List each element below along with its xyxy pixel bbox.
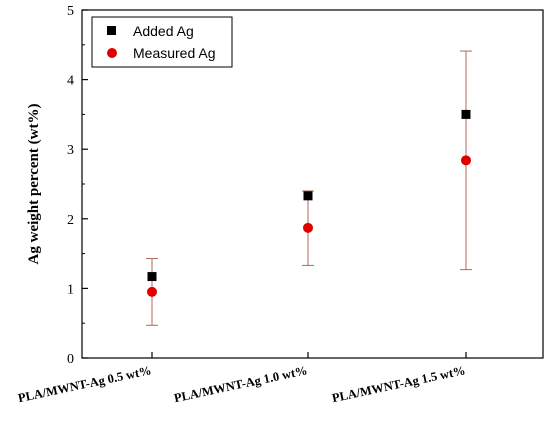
y-tick-label: 1 [67,282,74,297]
legend-box [91,16,233,68]
legend-label-measured-ag: Measured Ag [133,45,216,61]
y-tick-label: 3 [67,143,74,158]
x-tick-label: PLA/MWNT-Ag 1.0 wt% [173,363,309,405]
y-tick-label: 2 [67,213,74,228]
measured-ag-point [147,286,157,297]
y-tick-label: 5 [67,4,74,19]
x-tick-label: PLA/MWNT-Ag 0.5 wt% [17,363,153,405]
added-ag-point [461,109,471,119]
legend-marker-added-ag [107,26,116,35]
measured-ag-point [303,222,313,233]
y-tick-label: 0 [67,352,74,367]
measured-ag-point [461,155,471,166]
y-tick-label: 4 [67,74,74,89]
legend-label-added-ag: Added Ag [133,23,194,39]
legend-marker-measured-ag [107,48,117,58]
added-ag-point [147,272,157,282]
x-tick-label: PLA/MWNT-Ag 1.5 wt% [331,363,467,405]
legend: Added Ag Measured Ag [91,16,233,68]
added-ag-point [303,191,313,201]
y-axis-title: Ag weight percent (wt%) [26,104,42,265]
